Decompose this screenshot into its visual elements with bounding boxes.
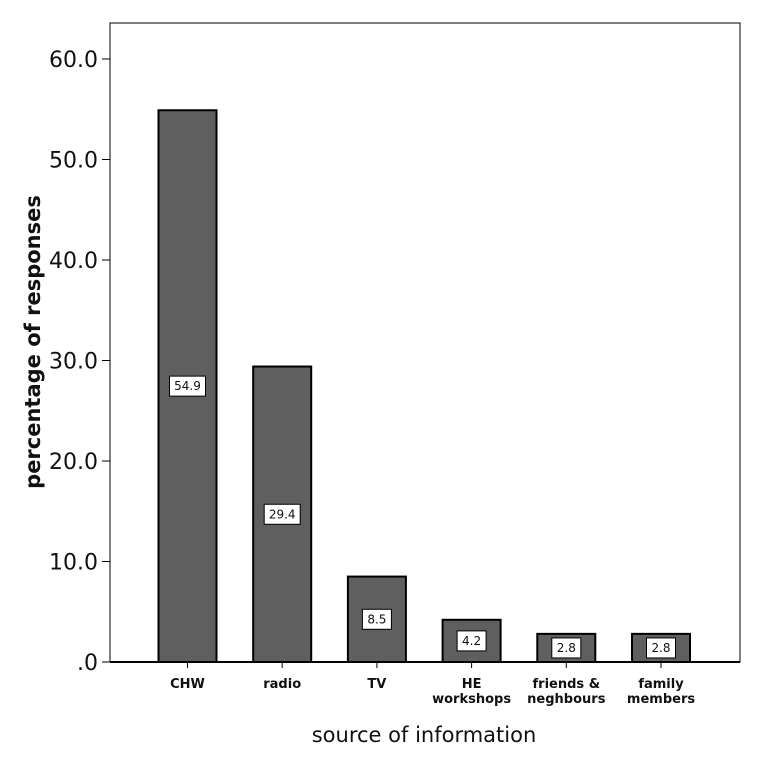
data-label: 8.5: [367, 612, 386, 626]
data-label-box: [263, 503, 301, 525]
y-tick-label: .0: [77, 651, 98, 676]
data-label: 4.2: [462, 634, 481, 648]
y-tick-label: 20.0: [49, 450, 98, 475]
x-tick-label: CHW: [170, 677, 205, 692]
bars-group: 54.9 29.4 8.5 4.2 2.8 2.8: [157, 109, 691, 664]
data-label-box: [646, 637, 676, 659]
data-label-box: [551, 637, 582, 659]
x-axis-title: source of information: [312, 723, 537, 747]
y-tick-label: 10.0: [49, 551, 98, 576]
y-tick-label: 30.0: [49, 350, 98, 375]
x-tick-label: radio: [263, 677, 301, 692]
y-tick-label: 50.0: [49, 149, 98, 174]
x-tick-label: TV: [367, 677, 386, 692]
data-label: 29.4: [269, 507, 296, 521]
data-label-box: [456, 630, 487, 652]
data-label: 54.9: [174, 379, 201, 393]
x-tick-label: friends & neghbours: [527, 677, 606, 707]
y-axis: .0 10.0 20.0 30.0 40.0 50.0 60.0: [49, 48, 110, 676]
data-label: 2.8: [557, 641, 576, 655]
y-axis-title: percentage of responses: [21, 195, 45, 489]
data-label: 2.8: [651, 641, 670, 655]
data-label-box: [361, 608, 392, 630]
x-axis: CHW radio TV HE workshops friends & neghbours f…: [110, 661, 740, 707]
data-label-box: [169, 375, 206, 397]
x-tick-label: family members: [627, 677, 695, 707]
y-tick-label: 40.0: [49, 249, 98, 274]
x-tick-label: HE workshops: [432, 677, 511, 707]
y-tick-label: 60.0: [49, 48, 98, 73]
